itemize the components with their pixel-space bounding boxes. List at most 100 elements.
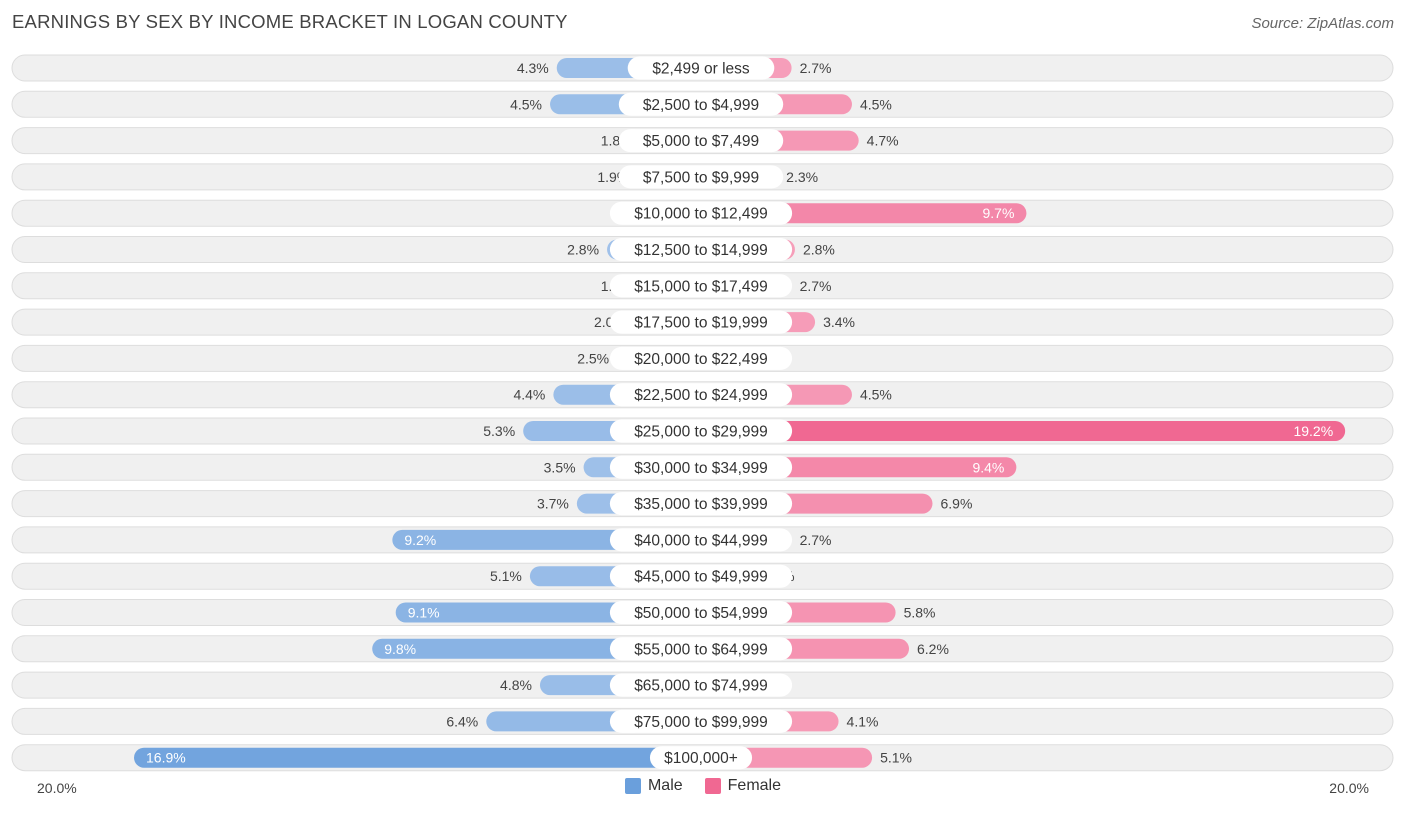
row-15: 9.1% 5.8% $50,000 to $54,999: [11, 599, 1394, 626]
female-value-label: 6.2%: [917, 641, 949, 657]
category-label: $15,000 to $17,499: [634, 278, 768, 295]
category-pill: [609, 238, 793, 261]
row-19: 16.9% 5.1% $100,000+: [11, 744, 1394, 772]
female-value-label: 5.1%: [880, 750, 912, 766]
category-pill: [609, 673, 793, 697]
female-value-label: 2.7%: [800, 532, 832, 548]
male-value-label: 4.3%: [517, 60, 549, 76]
category-label: $100,000+: [664, 750, 738, 767]
female-value-label: 4.5%: [860, 387, 892, 403]
row-11: 3.5% 9.4% $30,000 to $34,999: [11, 453, 1394, 481]
female-value-label: 5.8%: [904, 605, 936, 621]
row-7: 2.0%3.4%$17,500 to $19,999: [11, 308, 1394, 336]
legend-label-female: Female: [727, 777, 782, 794]
male-value-label: 3.5%: [544, 459, 576, 475]
category-label: $25,000 to $29,999: [634, 424, 768, 441]
female-value-label: 4.1%: [847, 713, 879, 729]
row-0: 4.3% 2.7% $2,499 or less: [11, 54, 1394, 82]
axis-right-label: 20.0%: [1329, 780, 1369, 796]
category-pill: [609, 201, 793, 225]
category-label: $12,500 to $14,999: [634, 242, 768, 259]
category-pill: [609, 637, 793, 661]
category-label: $40,000 to $44,999: [634, 532, 768, 549]
male-value-label: 2.8%: [567, 242, 599, 258]
category-label: $75,000 to $99,999: [634, 714, 768, 731]
category-label: $7,500 to $9,999: [643, 169, 759, 186]
female-value-label: 3.4%: [823, 314, 855, 330]
male-value-label: 6.4%: [446, 713, 478, 729]
category-label: $10,000 to $12,499: [634, 206, 768, 223]
male-value-label: 3.7%: [537, 496, 569, 512]
category-label: $2,499 or less: [652, 61, 750, 78]
category-pill: [627, 56, 775, 80]
row-10: 5.3% 19.2% $25,000 to $29,999: [11, 417, 1394, 445]
row-12: 3.7% 6.9% $35,000 to $39,999: [11, 490, 1394, 518]
category-pill: [609, 383, 793, 407]
row-6: 1.8%2.7%$15,000 to $17,499: [11, 272, 1394, 300]
legend-swatch-male: [624, 778, 641, 794]
female-bar: [701, 421, 1346, 441]
category-label: $5,000 to $7,499: [643, 133, 759, 150]
female-value-label: 2.7%: [800, 60, 832, 76]
row-13: 9.2% 2.7% $40,000 to $44,999: [11, 526, 1394, 554]
row-1: 4.5% 4.5% $2,500 to $4,999: [11, 90, 1394, 118]
row-8: 2.5%0.62%$20,000 to $22,499: [11, 344, 1394, 372]
female-value-label: 4.7%: [867, 133, 899, 149]
category-label: $20,000 to $22,499: [634, 351, 768, 368]
male-value-label: 2.5%: [577, 350, 609, 366]
category-pill: [609, 564, 793, 588]
legend-item-female[interactable]: Female: [704, 777, 782, 795]
row-3: 1.9% 2.3%$7,500 to $9,999: [11, 163, 1394, 191]
category-pill: [609, 492, 793, 516]
female-value-label: 2.8%: [803, 242, 835, 258]
axis-left-label: 20.0%: [37, 780, 77, 796]
row-17: 4.8%1.4%$65,000 to $74,999: [11, 671, 1394, 699]
category-pill: [609, 601, 793, 624]
male-value-label: 16.9%: [146, 750, 186, 766]
category-label: $55,000 to $64,999: [634, 641, 768, 658]
category-pill: [609, 310, 793, 334]
category-pill: [609, 274, 793, 298]
male-value-label: 9.8%: [384, 641, 416, 657]
male-value-label: 4.5%: [510, 96, 542, 112]
male-value-label: 5.1%: [490, 568, 522, 584]
row-18: 6.4% 4.1% $75,000 to $99,999: [11, 707, 1394, 735]
female-value-label: 6.9%: [940, 496, 972, 512]
row-16: 9.8% 6.2% $55,000 to $64,999: [11, 635, 1394, 663]
female-value-label: 4.5%: [860, 96, 892, 112]
category-pill: [649, 746, 753, 770]
category-label: $22,500 to $24,999: [634, 387, 768, 404]
category-label: $35,000 to $39,999: [634, 496, 768, 513]
category-label: $45,000 to $49,999: [634, 569, 768, 586]
legend-item-male[interactable]: Male: [624, 777, 683, 795]
row-9: 4.4% 4.5% $22,500 to $24,999: [11, 381, 1394, 409]
male-bar: [134, 747, 701, 768]
male-value-label: 9.1%: [408, 605, 440, 621]
legend-swatch-female: [704, 778, 721, 794]
legend: Male Female: [0, 777, 1406, 795]
category-label: $30,000 to $34,999: [634, 460, 768, 477]
female-value-label: 2.3%: [786, 169, 818, 185]
category-pill: [609, 346, 793, 370]
category-pill: [609, 455, 793, 479]
chart-title: EARNINGS BY SEX BY INCOME BRACKET IN LOG…: [12, 11, 568, 32]
category-pill: [618, 129, 784, 153]
male-value-label: 4.8%: [500, 677, 532, 693]
row-5: 2.8% 2.8% $12,500 to $14,999: [11, 236, 1394, 263]
category-pill: [609, 419, 793, 443]
category-label: $2,500 to $4,999: [643, 97, 759, 114]
male-value-label: 5.3%: [483, 423, 515, 439]
female-value-label: 9.4%: [972, 459, 1004, 475]
legend-label-male: Male: [647, 777, 683, 794]
category-pill: [618, 165, 784, 189]
row-14: 5.1%1.6%$45,000 to $49,999: [11, 562, 1394, 590]
row-2: 1.8% 4.7%$5,000 to $7,499: [11, 127, 1394, 155]
row-4: 0.22%9.7%$10,000 to $12,499: [11, 199, 1394, 227]
category-pill: [609, 709, 793, 733]
male-value-label: 9.2%: [404, 532, 436, 548]
category-label: $17,500 to $19,999: [634, 315, 768, 332]
category-pill: [618, 92, 784, 116]
category-pill: [609, 528, 793, 552]
category-label: $50,000 to $54,999: [634, 605, 768, 622]
